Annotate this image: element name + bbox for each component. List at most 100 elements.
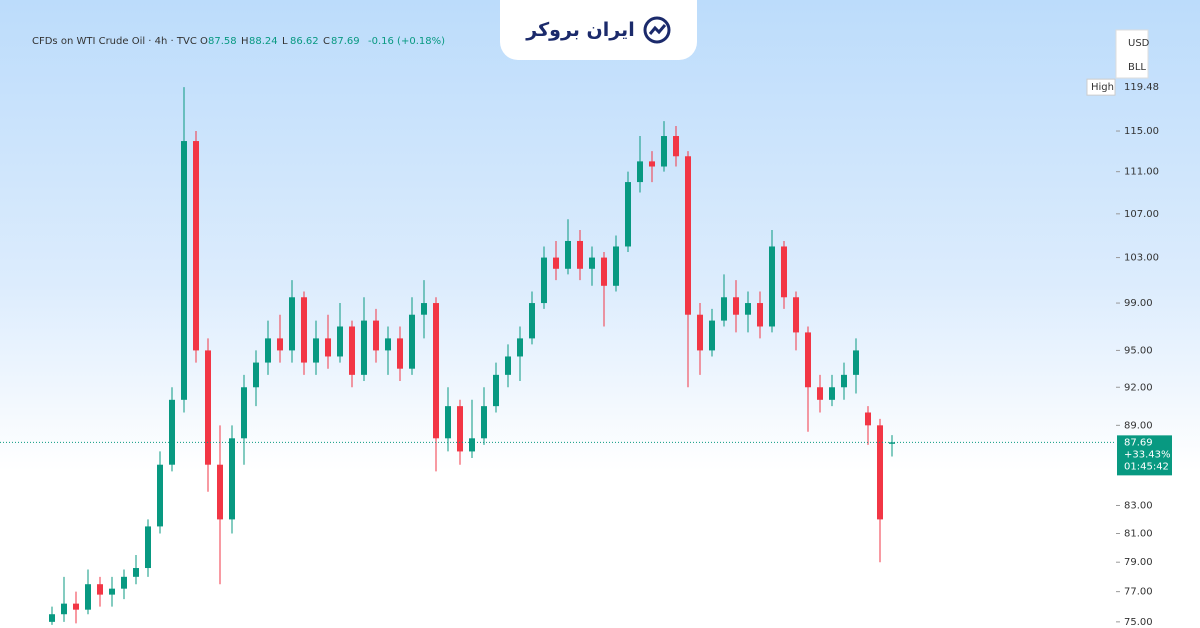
last-price-change: +33.43% (1124, 449, 1171, 460)
candle-body (625, 182, 631, 247)
candle-body (733, 297, 739, 315)
candle-body (169, 399, 175, 465)
candle-body (673, 136, 679, 157)
y-tick-label: 81.00 (1124, 528, 1153, 539)
candle-body (445, 406, 451, 439)
candle-body (217, 464, 223, 520)
y-tick-label: 83.00 (1124, 500, 1153, 511)
candle-body (133, 568, 139, 577)
ohlc-label: L (282, 36, 288, 47)
candle-body (829, 387, 835, 400)
candle-body (817, 387, 823, 400)
candle-body (877, 425, 883, 520)
y-tick-label: 103.00 (1124, 253, 1159, 264)
candle-body (505, 356, 511, 375)
candle-body (373, 320, 379, 351)
y-tick-label: 75.00 (1124, 617, 1153, 628)
candle-body (349, 326, 355, 375)
ohlc-value: 87.58 (208, 36, 237, 47)
candle-body (85, 584, 91, 610)
candle-body (49, 614, 55, 622)
candle-body (805, 332, 811, 388)
ohlc-label: O (200, 36, 208, 47)
candle-body (457, 406, 463, 452)
candle-body (61, 603, 67, 615)
symbol: CFDs on WTI Crude Oil · 4h · TVC (32, 36, 197, 47)
candle-body (889, 442, 895, 444)
change: -0.16 (+0.18%) (368, 36, 445, 47)
candle-body (601, 257, 607, 286)
candle-body (397, 338, 403, 369)
y-tick-label: 115.00 (1124, 126, 1159, 137)
high-value: 119.48 (1124, 82, 1159, 93)
candle-body (493, 374, 499, 407)
logo-text: ایران بروکر (526, 19, 635, 41)
candle-body (853, 350, 859, 375)
y-tick-label: 92.00 (1124, 382, 1153, 393)
candle-body (481, 406, 487, 439)
y-tick-label: 95.00 (1124, 345, 1153, 356)
candle-body (421, 303, 427, 315)
candle-body (205, 350, 211, 465)
candle-body (565, 240, 571, 269)
logo-icon (643, 16, 671, 44)
candle-body (685, 156, 691, 315)
candle-body (541, 257, 547, 304)
candle-body (97, 584, 103, 595)
ohlc-value: 88.24 (249, 36, 278, 47)
candle-body (181, 141, 187, 400)
candle-body (709, 320, 715, 351)
countdown: 01:45:42 (1124, 461, 1169, 472)
candle-body (649, 161, 655, 167)
y-tick-label: 107.00 (1124, 209, 1159, 220)
candle-body (229, 438, 235, 520)
candle-body (277, 338, 283, 351)
legend: CFDs on WTI Crude Oil · 4h · TVC O 87.58 H 8… (32, 36, 445, 47)
candle-body (361, 320, 367, 375)
high-box (1086, 78, 1116, 96)
candle-body (409, 314, 415, 369)
ohlc-value: 87.69 (331, 36, 360, 47)
candle-body (289, 297, 295, 351)
candle-body (577, 240, 583, 269)
candle-body (529, 303, 535, 339)
y-tick-label: 77.00 (1124, 587, 1153, 598)
candle-body (433, 303, 439, 439)
candle-body (841, 374, 847, 388)
candle-body (637, 161, 643, 183)
candle-body (337, 326, 343, 357)
candle-body (865, 412, 871, 426)
candle-body (469, 438, 475, 452)
candle-body (241, 387, 247, 439)
candle-body (697, 314, 703, 351)
ohlc-label: H (241, 36, 249, 47)
candle-body (265, 338, 271, 363)
unit: BLL (1128, 62, 1146, 73)
candle-body (745, 303, 751, 315)
unit-box (1115, 29, 1149, 79)
candle-body (757, 303, 763, 327)
candle-body (385, 338, 391, 351)
candle-body (517, 338, 523, 357)
candle-body (253, 362, 259, 388)
candle-body (109, 588, 115, 595)
last-price-value: 87.69 (1124, 437, 1153, 448)
candle-body (769, 246, 775, 327)
candle-body (721, 297, 727, 321)
candle-body (157, 464, 163, 527)
candle-body (121, 576, 127, 589)
ohlc-value: 86.62 (290, 36, 319, 47)
currency: USD (1128, 38, 1150, 49)
logo: ایران بروکر (500, 0, 697, 60)
high-label: High (1091, 82, 1114, 93)
candle-body (613, 246, 619, 286)
candle-body (313, 338, 319, 363)
candle-body (73, 603, 79, 610)
ohlc-label: C (323, 36, 330, 47)
last-price-box (1117, 435, 1172, 476)
candle-body (553, 257, 559, 269)
y-tick-label: 79.00 (1124, 557, 1153, 568)
candle-body (325, 338, 331, 357)
